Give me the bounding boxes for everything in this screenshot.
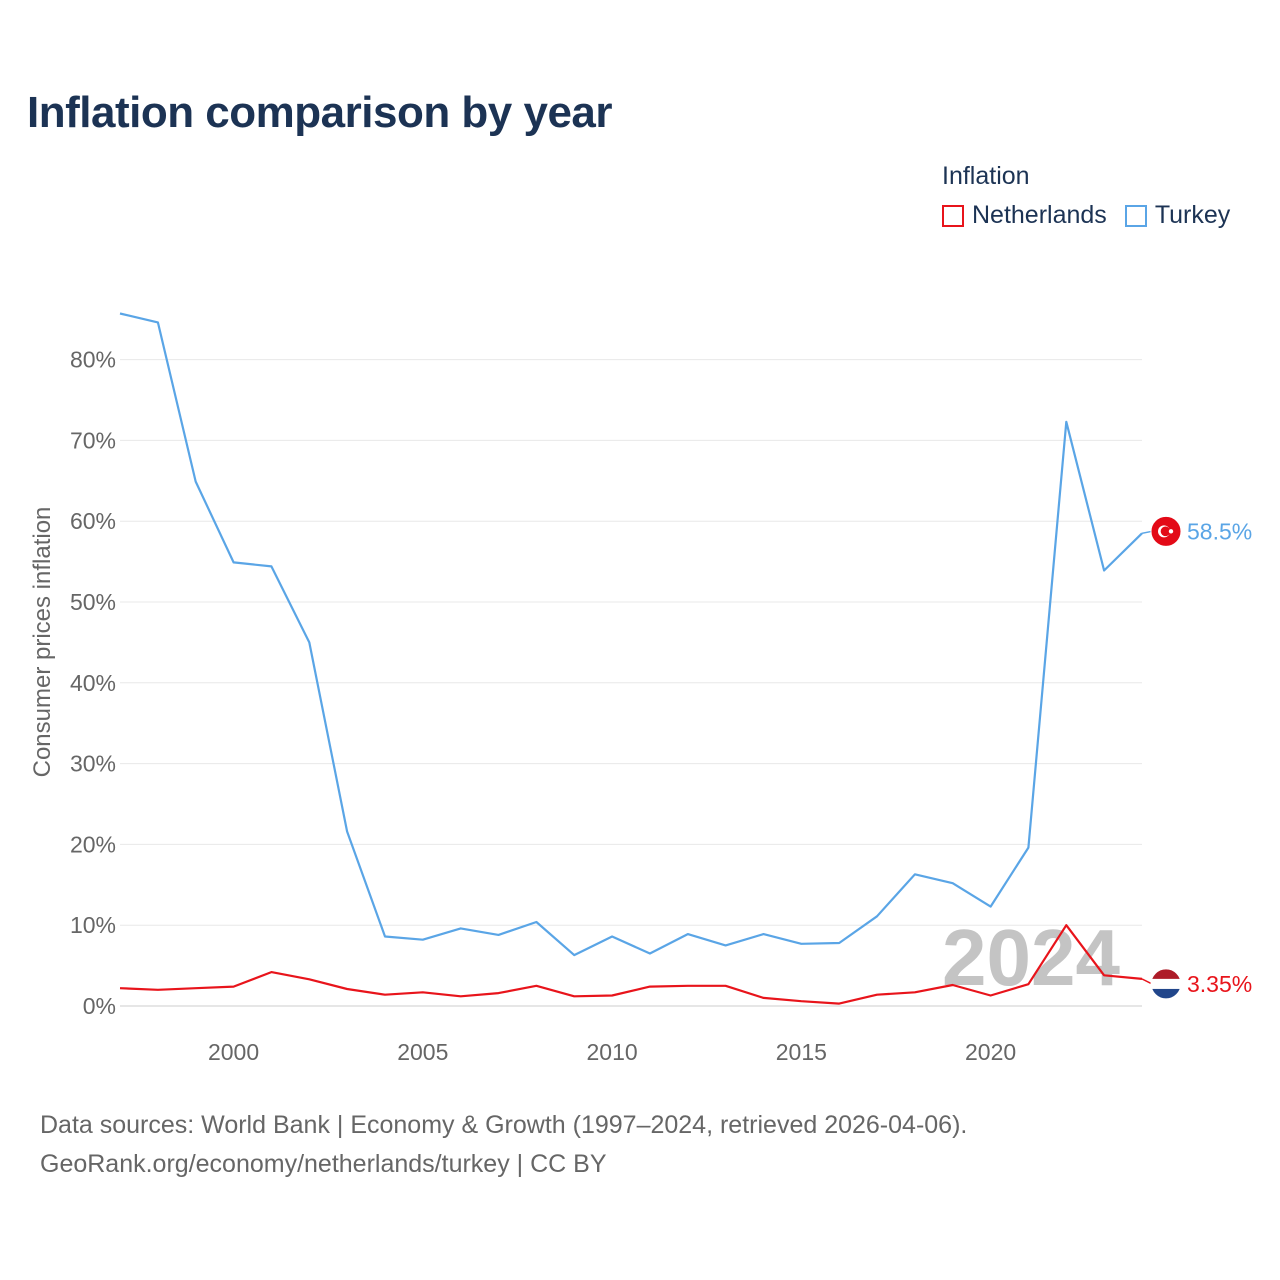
- legend-item-netherlands[interactable]: Netherlands: [942, 201, 1107, 230]
- turkey-flag-icon: [1150, 515, 1182, 547]
- y-tick-label: 70%: [70, 427, 116, 453]
- x-tick-label: 2000: [208, 1039, 259, 1065]
- legend-swatch-netherlands: [942, 204, 964, 227]
- footer-attribution[interactable]: GeoRank.org/economy/netherlands/turkey |…: [40, 1150, 607, 1178]
- y-tick-label: 60%: [70, 508, 116, 534]
- series-line-netherlands: [119, 924, 1143, 1005]
- end-label-netherlands: 3.35%: [1187, 971, 1252, 997]
- series-lines: [119, 312, 1143, 1005]
- y-tick-label: 0%: [83, 993, 116, 1019]
- y-tick-label: 50%: [70, 589, 116, 615]
- x-axis: 2000 2005 2010 2015 2020: [208, 1039, 1016, 1065]
- series-line-turkey: [119, 312, 1143, 957]
- netherlands-flag-icon: [1150, 968, 1182, 1000]
- end-label-turkey: 58.5%: [1187, 518, 1252, 544]
- x-tick-label: 2005: [397, 1039, 448, 1065]
- line-chart: 0%10%20%30%40%50%60%70%80% 2000 2005 2010 2…: [29, 312, 1252, 1065]
- y-axis: 0% 10% 20% 30% 40% 50% 60% 70% 80%: [70, 347, 116, 1019]
- legend-title: Inflation: [942, 162, 1030, 190]
- legend-label-netherlands: Netherlands: [972, 201, 1107, 229]
- legend: Inflation Netherlands Turkey: [942, 162, 1248, 230]
- series-end-labels: 3.35% 58.5%: [1141, 515, 1252, 1000]
- x-tick-label: 2020: [965, 1039, 1016, 1065]
- legend-label-turkey: Turkey: [1154, 201, 1231, 229]
- end-connector-netherlands: [1141, 978, 1153, 985]
- y-tick-label: 80%: [70, 347, 116, 373]
- footer: Data sources: World Bank | Economy & Gro…: [40, 1106, 967, 1184]
- x-tick-label: 2015: [776, 1039, 827, 1065]
- footer-sources: Data sources: World Bank | Economy & Gro…: [40, 1111, 968, 1139]
- y-tick-label: 10%: [70, 912, 116, 938]
- y-axis-title: Consumer prices inflation: [29, 507, 56, 778]
- chart-title: Inflation comparison by year: [27, 88, 613, 137]
- x-tick-label: 2010: [586, 1039, 637, 1065]
- legend-swatch-turkey: [1124, 204, 1147, 227]
- gridlines: [120, 359, 1142, 1007]
- legend-item-turkey[interactable]: Turkey: [1124, 201, 1231, 230]
- y-tick-label: 40%: [70, 670, 116, 696]
- end-connector-turkey: [1141, 530, 1153, 535]
- y-tick-label: 30%: [70, 751, 116, 777]
- y-tick-label: 20%: [70, 831, 116, 857]
